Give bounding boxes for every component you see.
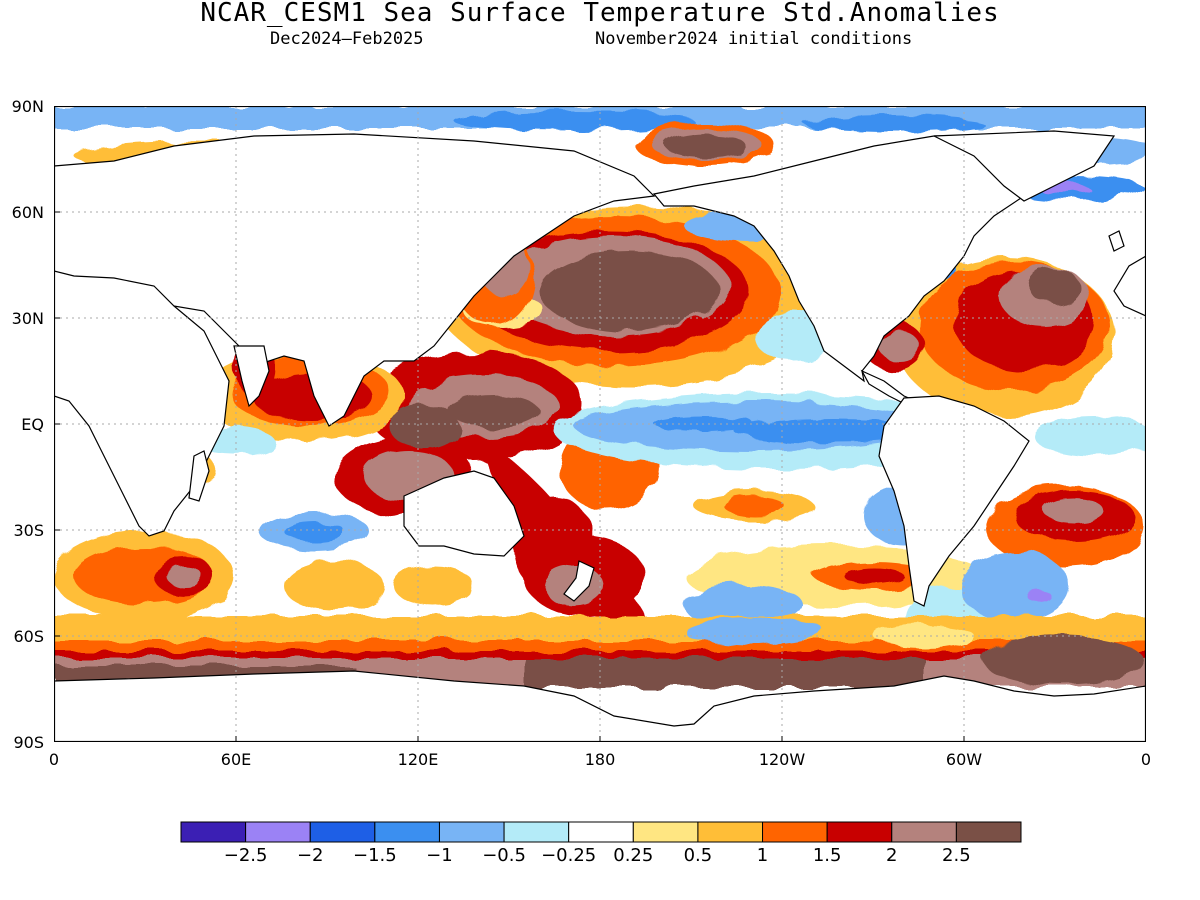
color-swatch-0: [180, 821, 247, 843]
color-scale-label-6: 0.25: [613, 845, 654, 866]
lat-label-60n: 60N: [11, 203, 44, 222]
lon-label-0: 0: [48, 750, 60, 769]
color-swatch-10: [826, 821, 893, 843]
color-scale-label-3: −1: [426, 845, 453, 866]
color-swatch-2: [309, 821, 376, 843]
color-swatch-11: [891, 821, 957, 843]
color-scale-label-1: −2: [296, 845, 324, 866]
color-swatch-8: [697, 821, 764, 843]
color-scale-label-4: −0.5: [482, 845, 526, 866]
lat-label-30n: 30N: [11, 309, 44, 328]
lon-label-180: 180: [584, 750, 616, 769]
color-scale-label-11: 2.5: [942, 845, 971, 866]
graticule: [54, 106, 1146, 742]
lat-label-eq: EQ: [21, 415, 44, 434]
axis-ticks: [54, 211, 965, 742]
color-swatch-1: [245, 821, 311, 843]
sst-anomaly-map: [54, 106, 1146, 742]
color-scale-label-0: −2.5: [223, 845, 268, 866]
forecast-period: Dec2024–Feb2025: [270, 29, 424, 49]
color-scale-label-9: 1.5: [812, 845, 842, 866]
lat-label-30s: 30S: [13, 521, 44, 540]
continents: [54, 130, 1146, 742]
color-scale-label-7: 0.5: [683, 845, 713, 866]
lon-label-120w: 120W: [758, 750, 806, 769]
lon-label-0-east: 0: [1140, 750, 1152, 769]
lon-label-60w: 60W: [945, 750, 983, 769]
color-scale-label-8: 1: [756, 845, 769, 866]
initial-conditions: November2024 initial conditions: [595, 29, 913, 49]
color-swatch-4: [438, 821, 505, 843]
color-swatch-12: [955, 821, 1022, 843]
color-scale-label-10: 2: [886, 845, 898, 866]
lon-label-60e: 60E: [220, 750, 252, 769]
lat-label-90n: 90N: [11, 97, 44, 116]
color-swatch-7: [632, 821, 699, 843]
color-swatch-9: [762, 821, 828, 843]
color-scale-label-2: −1.5: [352, 845, 397, 866]
color-swatch-3: [374, 821, 440, 843]
lat-label-90s: 90S: [13, 733, 44, 752]
map-title: NCAR_CESM1 Sea Surface Temperature Std.A…: [200, 0, 1000, 28]
lon-label-120e: 120E: [397, 750, 439, 769]
color-swatch-5: [503, 821, 570, 843]
color-scale-label-5: −0.25: [541, 845, 597, 866]
color-scale-bar: [180, 821, 1022, 843]
lat-label-60s: 60S: [13, 627, 44, 646]
color-swatch-6: [568, 821, 634, 843]
